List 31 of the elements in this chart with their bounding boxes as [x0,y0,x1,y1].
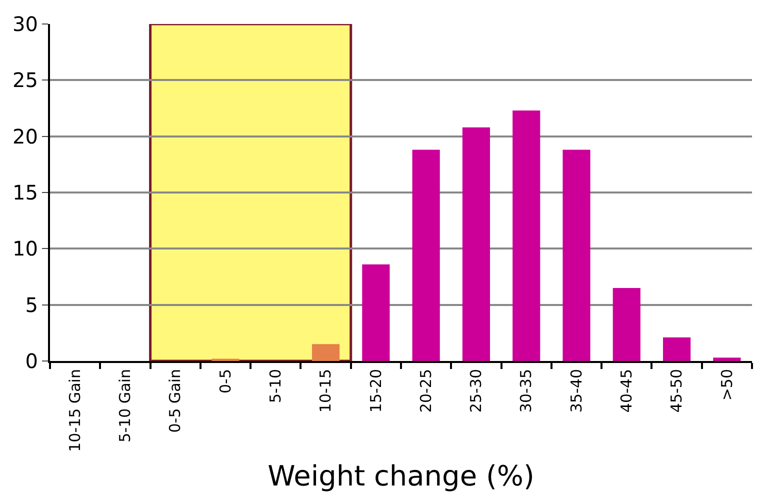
bar [412,150,440,361]
x-tick-label: 10-15 Gain [66,369,84,452]
bar [362,264,390,361]
x-tick-label: >50 [718,369,736,401]
bar [462,127,490,361]
y-tick-label: 25 [12,68,38,92]
x-tick-label: 5-10 [266,369,285,404]
x-tick-label: 30-35 [517,369,536,413]
y-tick-label: 20 [12,124,38,148]
bar [562,150,590,361]
y-tick-label: 15 [12,180,38,204]
x-tick-label: 35-40 [567,369,586,413]
x-tick-label: 5-10 Gain [116,369,134,442]
y-tick-label: 0 [25,349,38,373]
x-tick-label: 45-50 [668,369,686,413]
x-tick-label: 25-30 [467,369,486,413]
y-tick-label: 5 [25,292,38,317]
x-tick-label: 20-25 [416,369,435,413]
bar [512,110,540,361]
x-tick-label: 40-45 [618,369,636,413]
bar [312,344,340,361]
y-tick-label: 10 [12,236,38,261]
bar [713,358,741,361]
bar [663,337,691,361]
x-tick-label: 15-20 [366,369,385,413]
x-tick-label: 0-5 Gain [166,369,184,433]
x-tick-label: 0-5 [216,369,234,394]
x-tick-label: 10-15 [316,369,335,413]
y-tick-label: 30 [12,12,38,36]
x-axis-title: Weight change (%) [268,459,534,492]
bar [612,288,640,361]
